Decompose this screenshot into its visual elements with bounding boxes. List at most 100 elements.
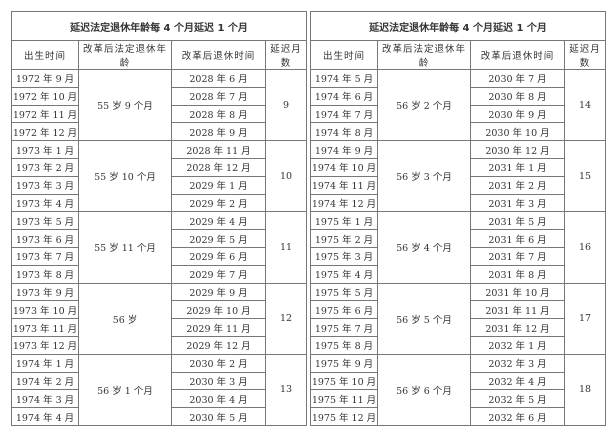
table-row: 1974 年 10 月 2031 年 1 月 [310, 157, 606, 177]
retire-time-cell: 2030 年 4 月 [171, 389, 266, 409]
column-header: 改革后退休时间 [470, 40, 565, 70]
retire-time-cell: 2031 年 10 月 [470, 282, 565, 302]
retire-age-cell: 55 岁 9 个月 [78, 68, 172, 142]
retire-age-cell: 56 岁 1 个月 [78, 353, 172, 426]
retire-time-cell: 2031 年 5 月 [470, 211, 565, 231]
retire-time-cell: 2030 年 9 月 [470, 104, 565, 124]
retire-time-cell: 2029 年 5 月 [171, 229, 266, 248]
retire-time-cell: 2029 年 11 月 [171, 318, 266, 337]
delay-months-cell: 14 [564, 68, 606, 142]
table-row: 1973 年 5 月 55 岁 11 个月 2029 年 4 月 11 [11, 211, 307, 284]
table-title: 延迟法定退休年龄每 4 个月延迟 1 个月 [11, 11, 307, 41]
birth-cell: 1974 年 1 月 [11, 353, 79, 373]
birth-cell: 1973 年 3 月 [11, 175, 79, 195]
retire-time-cell: 2030 年 7 月 [470, 69, 565, 88]
retire-age-cell: 55 岁 10 个月 [78, 140, 172, 213]
right-table: 延迟法定退休年龄每 4 个月延迟 1 个月 出生时间 改革后法定退休年龄 改革后退休时… [310, 11, 606, 426]
table-row: 1974 年 1 月 56 岁 1 个月 2030 年 2 月 13 [11, 353, 307, 426]
table-row: 1975 年 12 月 2032 年 6 月 [310, 407, 606, 426]
table-row: 1975 年 3 月 2031 年 7 月 [310, 246, 606, 266]
retire-time-cell: 2031 年 7 月 [470, 246, 565, 266]
birth-cell: 1974 年 4 月 [11, 407, 79, 426]
column-header: 改革后退休时间 [171, 40, 266, 70]
retire-time-cell: 2029 年 1 月 [171, 175, 266, 195]
birth-cell: 1973 年 2 月 [11, 157, 79, 177]
table-row: 1972 年 10 月 2028 年 7 月 [11, 86, 307, 106]
retire-time-cell: 2030 年 10 月 [470, 122, 565, 142]
table-row: 1973 年 2 月 2028 年 12 月 [11, 157, 307, 177]
retire-time-cell: 2028 年 9 月 [171, 122, 266, 142]
birth-cell: 1974 年 3 月 [11, 389, 79, 409]
birth-cell: 1975 年 6 月 [310, 300, 378, 320]
birth-cell: 1973 年 4 月 [11, 193, 79, 213]
table-row: 1974 年 11 月 2031 年 2 月 [310, 175, 606, 195]
retire-time-cell: 2032 年 4 月 [470, 371, 565, 391]
retire-time-cell: 2032 年 3 月 [470, 353, 565, 373]
delay-months-cell: 18 [564, 353, 606, 426]
retire-time-cell: 2031 年 1 月 [470, 157, 565, 177]
birth-cell: 1973 年 12 月 [11, 335, 79, 355]
retire-age-cell: 56 岁 [78, 282, 172, 355]
retire-time-cell: 2028 年 11 月 [171, 140, 266, 159]
delay-months-cell: 9 [265, 68, 307, 142]
birth-cell: 1974 年 5 月 [310, 69, 378, 88]
column-header: 延迟月数 [564, 40, 606, 70]
table-row: 1973 年 4 月 2029 年 2 月 [11, 193, 307, 213]
retire-time-cell: 2029 年 9 月 [171, 282, 266, 302]
delay-months-cell: 17 [564, 282, 606, 355]
retire-age-cell: 55 岁 11 个月 [78, 211, 172, 284]
table-row: 1973 年 9 月 56 岁 2029 年 9 月 12 [11, 282, 307, 355]
delay-months-cell: 10 [265, 140, 307, 213]
retire-time-cell: 2028 年 8 月 [171, 104, 266, 124]
table-row: 1973 年 7 月 2029 年 6 月 [11, 246, 307, 266]
retire-time-cell: 2029 年 7 月 [171, 264, 266, 284]
retire-time-cell: 2031 年 11 月 [470, 300, 565, 320]
delay-months-cell: 13 [265, 353, 307, 426]
table-row: 1972 年 11 月 2028 年 8 月 [11, 104, 307, 124]
retire-time-cell: 2031 年 6 月 [470, 229, 565, 248]
birth-cell: 1975 年 9 月 [310, 353, 378, 373]
birth-cell: 1975 年 12 月 [310, 407, 378, 426]
retire-time-cell: 2030 年 12 月 [470, 140, 565, 159]
birth-cell: 1974 年 11 月 [310, 175, 378, 195]
retire-time-cell: 2029 年 2 月 [171, 193, 266, 213]
table-row: 1975 年 1 月 56 岁 4 个月 2031 年 5 月 16 [310, 211, 606, 284]
birth-cell: 1974 年 9 月 [310, 140, 378, 159]
retire-time-cell: 2029 年 10 月 [171, 300, 266, 320]
retire-age-cell: 56 岁 3 个月 [377, 140, 471, 213]
retire-time-cell: 2030 年 2 月 [171, 353, 266, 373]
birth-cell: 1975 年 2 月 [310, 229, 378, 248]
column-header: 出生时间 [11, 40, 79, 70]
birth-cell: 1972 年 9 月 [11, 69, 79, 88]
retire-age-cell: 56 岁 2 个月 [377, 68, 471, 142]
left-table: 延迟法定退休年龄每 4 个月延迟 1 个月 出生时间 改革后法定退休年龄 改革后退休时… [11, 11, 307, 426]
table-row: 1975 年 9 月 56 岁 6 个月 2032 年 3 月 18 [310, 353, 606, 426]
retire-time-cell: 2029 年 12 月 [171, 335, 266, 355]
retire-age-cell: 56 岁 6 个月 [377, 353, 471, 426]
birth-cell: 1975 年 7 月 [310, 318, 378, 337]
retire-time-cell: 2031 年 12 月 [470, 318, 565, 337]
birth-cell: 1974 年 2 月 [11, 371, 79, 391]
table-row: 1974 年 9 月 56 岁 3 个月 2030 年 12 月 15 [310, 140, 606, 213]
retire-time-cell: 2030 年 3 月 [171, 371, 266, 391]
column-header: 出生时间 [310, 40, 378, 70]
retire-time-cell: 2032 年 6 月 [470, 407, 565, 426]
birth-cell: 1973 年 11 月 [11, 318, 79, 337]
birth-cell: 1972 年 11 月 [11, 104, 79, 124]
birth-cell: 1975 年 8 月 [310, 335, 378, 355]
table-row: 1975 年 5 月 56 岁 5 个月 2031 年 10 月 17 [310, 282, 606, 355]
table-row: 1975 年 4 月 2031 年 8 月 [310, 264, 606, 284]
retire-time-cell: 2031 年 2 月 [470, 175, 565, 195]
retire-time-cell: 2032 年 5 月 [470, 389, 565, 409]
retire-time-cell: 2029 年 4 月 [171, 211, 266, 231]
table-row: 1975 年 6 月 2031 年 11 月 [310, 300, 606, 320]
column-header: 延迟月数 [265, 40, 307, 70]
birth-cell: 1975 年 5 月 [310, 282, 378, 302]
retirement-tables: 延迟法定退休年龄每 4 个月延迟 1 个月 出生时间 改革后法定退休年龄 改革后退休时… [11, 11, 606, 426]
birth-cell: 1973 年 8 月 [11, 264, 79, 284]
table-row: 1973 年 8 月 2029 年 7 月 [11, 264, 307, 284]
birth-cell: 1974 年 10 月 [310, 157, 378, 177]
retire-time-cell: 2029 年 6 月 [171, 246, 266, 266]
table-row: 1973 年 11 月 2029 年 11 月 [11, 318, 307, 337]
birth-cell: 1973 年 5 月 [11, 211, 79, 231]
